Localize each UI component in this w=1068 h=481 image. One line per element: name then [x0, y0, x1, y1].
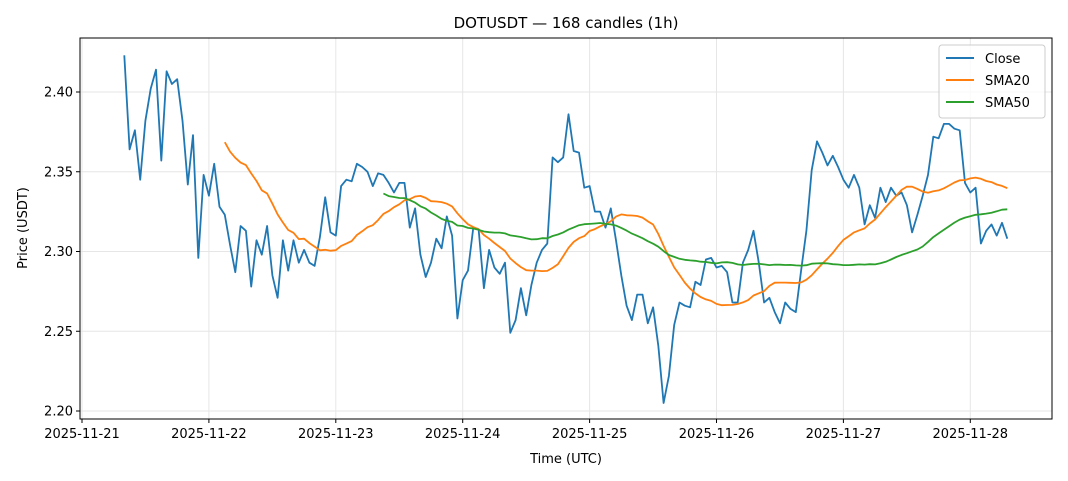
chart-title: DOTUSDT — 168 candles (1h)	[454, 14, 679, 32]
x-axis-label: Time (UTC)	[529, 452, 602, 467]
y-tick-label: 2.40	[44, 86, 73, 101]
y-tick-label: 2.20	[44, 405, 73, 420]
x-tick-label: 2025-11-25	[552, 427, 628, 442]
x-tick-label: 2025-11-23	[298, 427, 374, 442]
x-tick-label: 2025-11-28	[933, 427, 1009, 442]
y-tick-label: 2.25	[44, 325, 73, 340]
x-tick-label: 2025-11-24	[425, 427, 501, 442]
legend-label-sma50: SMA50	[985, 96, 1030, 111]
y-tick-label: 2.35	[44, 165, 73, 180]
legend: Close SMA20 SMA50	[938, 44, 1046, 119]
x-tick-label: 2025-11-21	[44, 427, 120, 442]
x-tick-label: 2025-11-22	[171, 427, 247, 442]
series-line-close	[123, 55, 1009, 404]
legend-label-sma20: SMA20	[985, 74, 1030, 89]
plot-frame	[79, 37, 1053, 420]
y-axis-label: Price (USDT)	[16, 187, 31, 269]
legend-label-close: Close	[985, 52, 1020, 67]
x-tick-label: 2025-11-27	[806, 427, 882, 442]
y-tick-label: 2.30	[44, 245, 73, 260]
series-line-sma20	[224, 141, 1008, 307]
x-tick-label: 2025-11-26	[679, 427, 755, 442]
series-line-sma50	[383, 192, 1008, 267]
